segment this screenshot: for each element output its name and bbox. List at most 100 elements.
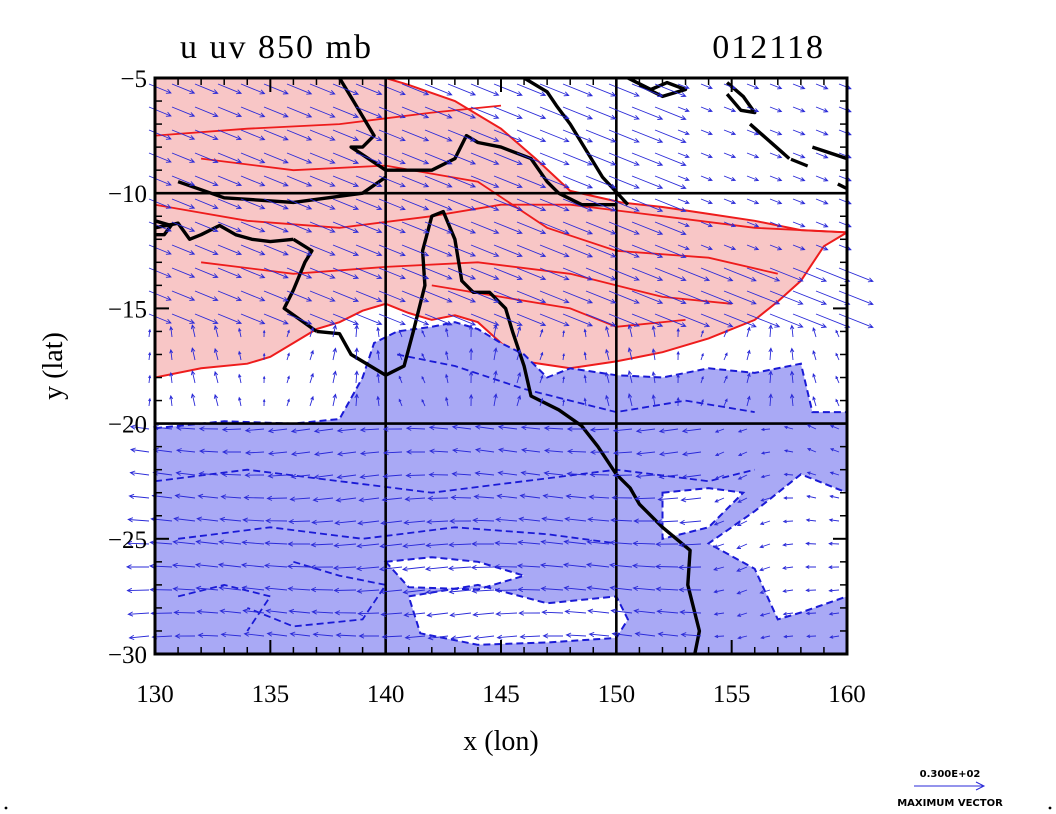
- wind-vector: [520, 447, 541, 453]
- wind-vector: [585, 244, 617, 258]
- wind-vector: [240, 267, 266, 279]
- coastline: [811, 145, 847, 161]
- wind-vector: [586, 539, 610, 545]
- wind-vector: [129, 470, 150, 476]
- wind-vector: [171, 175, 196, 186]
- wind-vector: [588, 631, 610, 638]
- wind-vector: [543, 470, 564, 476]
- wind-vector: [424, 106, 453, 119]
- wind-vector: [148, 129, 172, 140]
- wind-vector: [264, 540, 288, 546]
- coastline: [338, 78, 617, 207]
- wind-vector: [332, 198, 360, 210]
- wind-vector: [309, 349, 314, 361]
- wind-vector: [398, 352, 403, 361]
- wind-vector: [332, 83, 360, 95]
- wind-vector: [516, 221, 547, 235]
- wind-vector: [746, 83, 760, 90]
- wind-vector: [421, 398, 426, 407]
- wind-vector: [428, 472, 449, 478]
- wind-vector: [611, 631, 633, 637]
- wind-vector: [654, 267, 687, 282]
- wind-vector: [402, 543, 426, 549]
- y-tick-label: −25: [108, 527, 147, 554]
- wind-vector: [451, 424, 472, 430]
- wind-vector: [563, 539, 587, 545]
- wind-vector: [496, 493, 518, 499]
- wind-vector: [241, 585, 265, 591]
- wind-vector: [586, 585, 610, 591]
- wind-vector: [148, 152, 172, 163]
- wind-vector: [286, 152, 313, 164]
- wind-vector: [769, 83, 783, 90]
- wind-vector: [220, 632, 242, 638]
- wind-vector: [608, 267, 640, 281]
- wind-vector: [564, 516, 587, 522]
- wind-vector: [631, 267, 664, 281]
- wind-vector: [723, 375, 728, 384]
- wind-vector: [286, 563, 311, 569]
- wind-vector: [428, 425, 449, 431]
- wind-vector: [447, 267, 477, 280]
- wind-vector: [679, 609, 702, 615]
- wind-vector: [838, 313, 874, 329]
- wind-vector: [219, 608, 242, 614]
- wind-vector: [627, 392, 633, 407]
- negative-contour: [177, 526, 617, 545]
- wind-vector: [309, 372, 314, 384]
- wind-vector: [493, 244, 523, 257]
- positive-contour: [155, 104, 502, 137]
- wind-vector: [815, 175, 829, 182]
- wind-vector: [655, 586, 679, 592]
- wind-vector: [313, 428, 334, 434]
- wind-vector: [378, 313, 406, 326]
- wind-vector: [608, 313, 640, 327]
- wind-vector: [838, 267, 874, 283]
- wind-vector: [759, 520, 771, 525]
- wind-vector: [425, 589, 449, 595]
- wind-vector: [760, 451, 771, 455]
- wind-vector: [562, 267, 594, 281]
- wind-vector: [309, 326, 314, 338]
- wind-vector: [171, 562, 196, 569]
- wind-vector: [217, 106, 243, 118]
- wind-vector: [759, 589, 771, 595]
- wind-vector: [333, 587, 357, 594]
- wind-vector: [516, 106, 547, 120]
- wind-vector: [838, 221, 852, 228]
- wind-vector: [213, 324, 219, 338]
- wind-vector: [631, 563, 656, 569]
- wind-vector: [563, 585, 587, 591]
- wind-vector: [196, 609, 219, 615]
- wind-vector: [241, 539, 265, 546]
- wind-vector: [309, 267, 336, 279]
- wind-vector: [678, 542, 702, 548]
- wind-vector: [608, 221, 640, 235]
- wind-vector: [309, 313, 336, 325]
- wind-vector: [378, 129, 406, 142]
- wind-vector: [654, 106, 687, 121]
- wind-vector: [759, 543, 771, 549]
- wind-vector: [381, 634, 403, 640]
- wind-vector: [539, 129, 570, 143]
- wind-vector: [312, 497, 334, 503]
- wind-vector: [585, 198, 617, 212]
- wind-vector: [262, 398, 266, 407]
- wind-vector: [470, 83, 500, 96]
- wind-vector: [401, 290, 430, 303]
- wind-vector: [194, 244, 219, 256]
- wind-vector: [769, 267, 804, 282]
- contour-lines: [155, 104, 847, 632]
- wind-vector: [379, 543, 403, 549]
- wind-vector: [714, 451, 725, 457]
- wind-vector: [542, 493, 564, 499]
- wind-vector: [608, 175, 640, 189]
- wind-vector: [539, 313, 570, 327]
- wind-vector: [519, 634, 541, 640]
- wind-vector: [680, 497, 702, 503]
- wind-vector: [610, 608, 633, 614]
- wind-vector: [792, 198, 806, 205]
- wind-vector: [635, 428, 656, 434]
- wind-vector: [612, 427, 633, 433]
- wind-vector: [401, 313, 430, 326]
